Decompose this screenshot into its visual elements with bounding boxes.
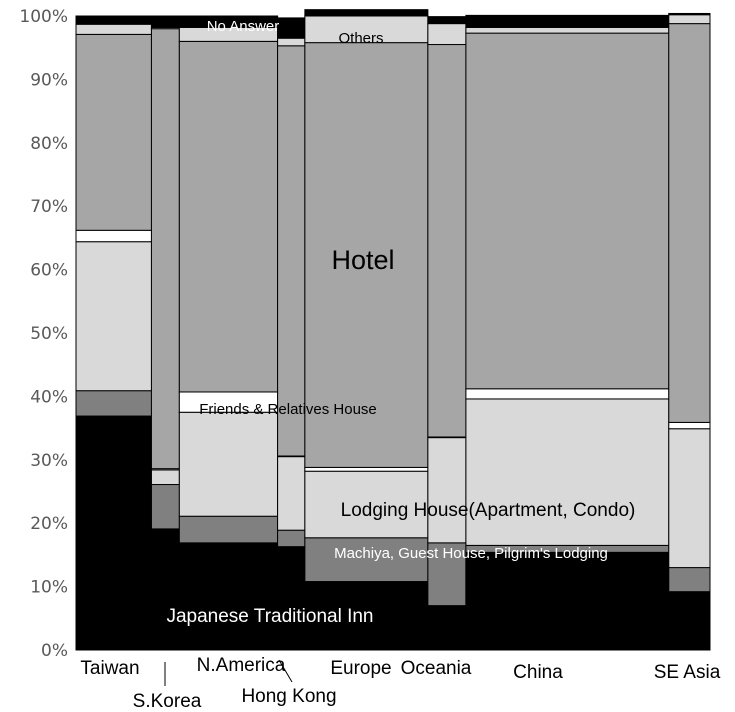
y-tick-label-40: 40% bbox=[30, 387, 68, 407]
segment-se-asia-friends-relatives-house bbox=[668, 421, 711, 430]
x-label-se-asia: SE Asia bbox=[654, 662, 721, 683]
segment-taiwan-no-answer bbox=[75, 15, 152, 25]
segment-s-korea-lodging-house-apartment-condo bbox=[150, 469, 180, 486]
annotation-japanese-traditional-inn: Japanese Traditional Inn bbox=[166, 606, 373, 627]
segment-europe-no-answer bbox=[304, 9, 429, 17]
y-tick-label-0: 0% bbox=[41, 641, 68, 661]
segment-taiwan-machiya-guest-house-pilgrim-s-lodging bbox=[75, 390, 152, 417]
segment-se-asia-lodging-house-apartment-condo bbox=[668, 428, 711, 569]
segment-hong-kong-lodging-house-apartment-condo bbox=[277, 456, 306, 531]
annotation-lodging-house-apartment-condo: Lodging House(Apartment, Condo) bbox=[341, 500, 636, 521]
annotation-hotel: Hotel bbox=[331, 245, 394, 275]
y-tick-label-30: 30% bbox=[30, 451, 68, 471]
segment-se-asia-no-answer bbox=[668, 12, 711, 16]
segment-n-america-japanese-traditional-inn bbox=[178, 542, 279, 651]
annotation-friends-relatives-house: Friends & Relatives House bbox=[199, 401, 377, 418]
segment-oceania-others bbox=[427, 23, 467, 46]
x-label-s-korea: S.Korea bbox=[133, 691, 202, 712]
segment-n-america-lodging-house-apartment-condo bbox=[178, 411, 279, 517]
annotations: No Answer Others Hotel Friends & Relatives … bbox=[166, 18, 635, 627]
segment-china-japanese-traditional-inn bbox=[465, 551, 670, 651]
segment-taiwan-lodging-house-apartment-condo bbox=[75, 241, 152, 392]
segment-china-lodging-house-apartment-condo bbox=[465, 398, 670, 546]
segment-s-korea-machiya-guest-house-pilgrim-s-lodging bbox=[150, 484, 180, 530]
segment-hong-kong-others bbox=[277, 37, 306, 47]
x-axis-labels: Taiwan S.Korea N.America Hong Kong Europe Oce… bbox=[80, 655, 720, 712]
segment-europe-japanese-traditional-inn bbox=[304, 581, 429, 651]
segment-oceania-japanese-traditional-inn bbox=[427, 605, 467, 651]
segment-hong-kong-machiya-guest-house-pilgrim-s-lodging bbox=[277, 529, 306, 548]
segment-s-korea-hotel bbox=[150, 28, 180, 470]
segment-n-america-machiya-guest-house-pilgrim-s-lodging bbox=[178, 515, 279, 544]
segment-china-no-answer bbox=[465, 14, 670, 28]
y-tick-label-10: 10% bbox=[30, 578, 68, 598]
segment-china-others bbox=[465, 26, 670, 34]
x-label-europe: Europe bbox=[330, 658, 391, 679]
segment-europe-machiya-guest-house-pilgrim-s-lodging bbox=[304, 537, 429, 583]
segment-hong-kong-no-answer bbox=[277, 17, 306, 39]
segment-s-korea-japanese-traditional-inn bbox=[150, 528, 180, 651]
x-label-oceania: Oceania bbox=[401, 658, 472, 679]
y-tick-label-100: 100% bbox=[19, 7, 68, 27]
y-tick-label-60: 60% bbox=[30, 261, 68, 281]
x-label-china: China bbox=[513, 662, 563, 683]
annotation-no-answer: No Answer bbox=[207, 18, 280, 35]
segment-hong-kong-japanese-traditional-inn bbox=[277, 546, 306, 651]
plot-area bbox=[75, 9, 711, 651]
y-tick-label-80: 80% bbox=[30, 134, 68, 154]
segment-se-asia-machiya-guest-house-pilgrim-s-lodging bbox=[668, 567, 711, 593]
segment-oceania-no-answer bbox=[427, 16, 467, 25]
y-tick-label-90: 90% bbox=[30, 70, 68, 90]
segment-oceania-hotel bbox=[427, 44, 467, 438]
annotation-others: Others bbox=[338, 30, 383, 47]
segment-hong-kong-hotel bbox=[277, 45, 306, 457]
segment-se-asia-others bbox=[668, 14, 711, 25]
segment-taiwan-hotel bbox=[75, 33, 152, 231]
x-label-hong-kong: Hong Kong bbox=[241, 686, 336, 707]
annotation-machiya-guest-house-pilgrim-s-lodging: Machiya, Guest House, Pilgrim's Lodging bbox=[334, 545, 608, 562]
y-axis-ticks: 0% 10% 20% 30% 40% 50% 60% 70% 80% 90% 100% bbox=[19, 7, 68, 661]
segment-n-america-hotel bbox=[178, 40, 279, 393]
segment-se-asia-hotel bbox=[668, 23, 711, 423]
segment-se-asia-japanese-traditional-inn bbox=[668, 591, 711, 651]
segment-taiwan-others bbox=[75, 23, 152, 35]
segment-europe-hotel bbox=[304, 42, 429, 468]
segment-taiwan-friends-relatives-house bbox=[75, 229, 152, 243]
segment-s-korea-no-answer bbox=[150, 15, 180, 28]
segment-taiwan-japanese-traditional-inn bbox=[75, 415, 152, 651]
leader-line-hong-kong bbox=[278, 659, 293, 683]
segment-china-friends-relatives-house bbox=[465, 388, 670, 400]
y-tick-label-50: 50% bbox=[30, 324, 68, 344]
x-label-taiwan: Taiwan bbox=[80, 658, 139, 679]
x-label-n-america: N.America bbox=[197, 655, 286, 676]
y-tick-label-70: 70% bbox=[30, 197, 68, 217]
y-tick-label-20: 20% bbox=[30, 514, 68, 534]
segment-china-hotel bbox=[465, 32, 670, 390]
segment-oceania-lodging-house-apartment-condo bbox=[427, 437, 467, 544]
segment-europe-friends-relatives-house bbox=[304, 466, 429, 472]
